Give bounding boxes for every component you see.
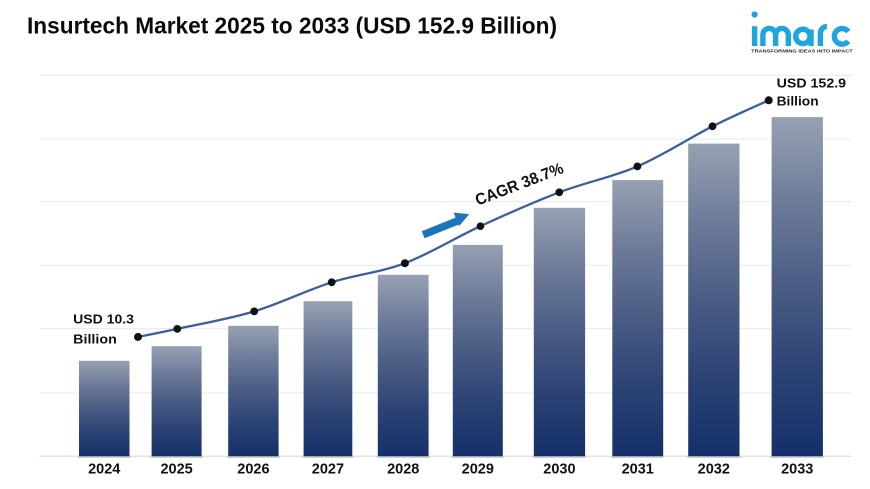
svg-text:Insurtech Market 2025 to 2033: Insurtech Market 2025 to 2033 (USD 152.9…	[27, 12, 557, 38]
svg-text:2028: 2028	[387, 462, 419, 478]
svg-text:Billion: Billion	[777, 94, 819, 109]
svg-text:2026: 2026	[237, 462, 269, 478]
svg-text:Billion: Billion	[73, 332, 117, 347]
svg-text:2033: 2033	[781, 462, 813, 478]
svg-text:2031: 2031	[622, 462, 654, 478]
svg-text:2032: 2032	[698, 462, 730, 478]
svg-text:2030: 2030	[543, 462, 575, 478]
svg-text:2024: 2024	[88, 462, 120, 478]
svg-text:2025: 2025	[160, 462, 192, 478]
svg-text:TRANSFORMING IDEAS INTO IMPACT: TRANSFORMING IDEAS INTO IMPACT	[751, 48, 853, 54]
svg-text:USD 152.9: USD 152.9	[777, 75, 847, 90]
svg-text:2029: 2029	[462, 462, 494, 478]
svg-text:USD 10.3: USD 10.3	[73, 312, 134, 327]
svg-text:2027: 2027	[312, 462, 344, 478]
